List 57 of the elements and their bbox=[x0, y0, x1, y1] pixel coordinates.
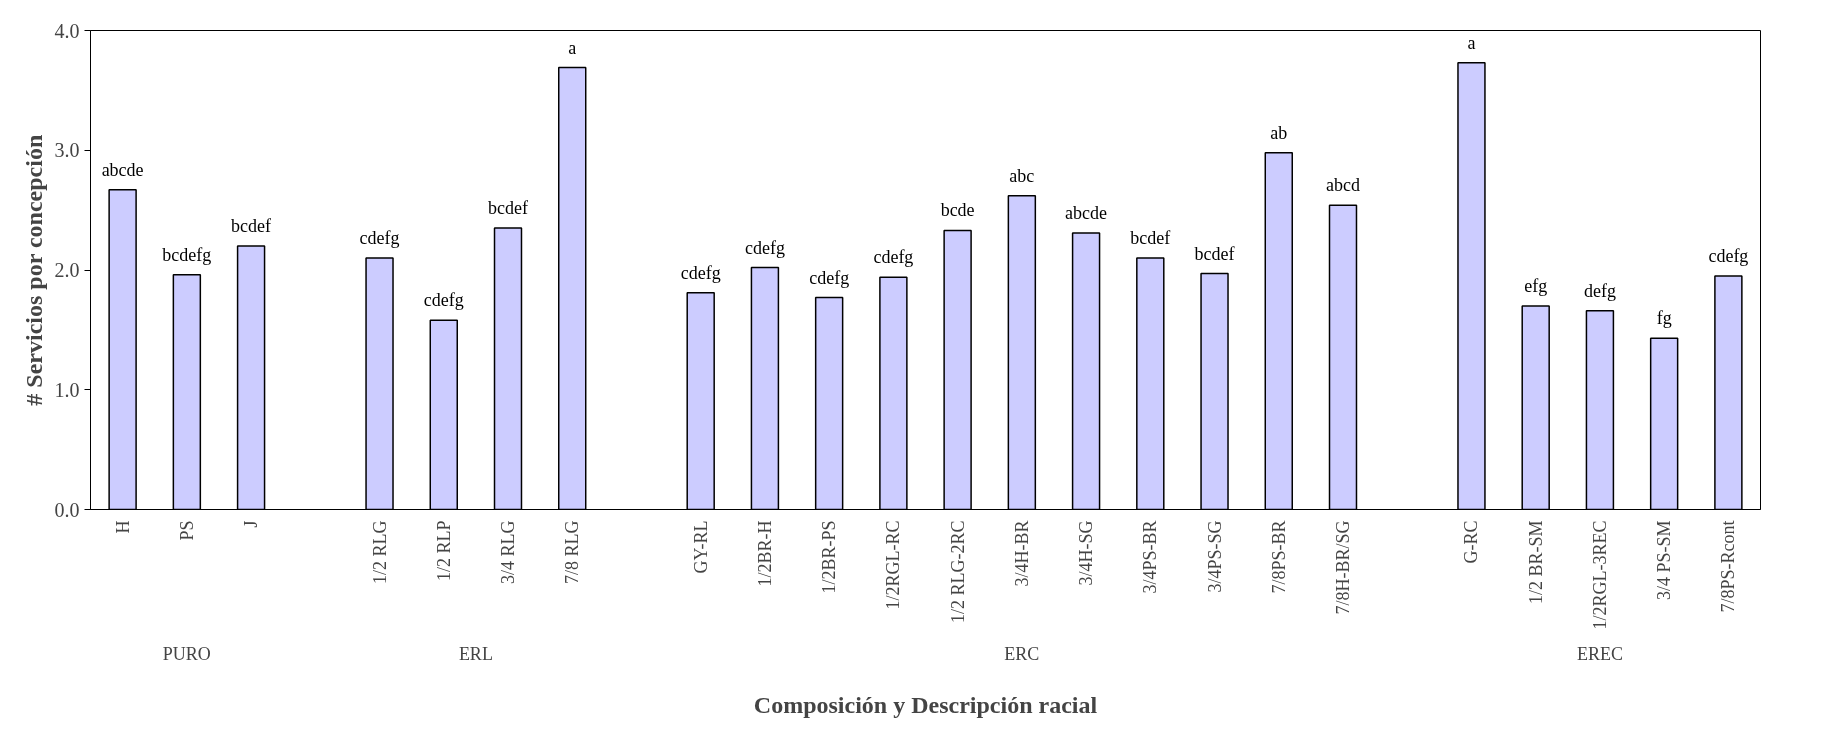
y-tick-label: 2.0 bbox=[54, 259, 80, 281]
x-tick-label: J bbox=[241, 520, 262, 528]
data-label: bcdef bbox=[231, 216, 272, 237]
x-tick-label: 1/2 BR-SM bbox=[1525, 520, 1546, 605]
data-label: a bbox=[1467, 32, 1476, 53]
x-tick-label: 1/2BR-PS bbox=[819, 520, 840, 594]
data-label: cdefg bbox=[359, 228, 400, 249]
x-tick-label: 7/8H-BR/SG bbox=[1333, 520, 1353, 615]
y-tick-label: 1.0 bbox=[54, 378, 80, 401]
data-label: abcde bbox=[101, 159, 144, 180]
x-tick-label: 7/8 RLG bbox=[562, 520, 583, 584]
x-tick-label: 1/2 RLG bbox=[369, 520, 390, 584]
data-label: cdefg bbox=[809, 267, 850, 288]
x-tick-label: H bbox=[112, 520, 133, 534]
x-tick-label: PS bbox=[176, 520, 197, 541]
data-label: a bbox=[568, 37, 577, 58]
data-label: efg bbox=[1524, 275, 1548, 296]
x-tick-label: 3/4H-BR bbox=[1011, 520, 1032, 587]
data-label: abcd bbox=[1326, 175, 1360, 196]
x-axis-title: Composición y Descripción racial bbox=[753, 691, 1098, 718]
data-label: bcde bbox=[940, 200, 975, 221]
data-label: cdefg bbox=[423, 290, 464, 311]
text: EREC bbox=[1576, 643, 1623, 664]
text: ERC bbox=[1004, 643, 1040, 664]
data-label: cdefg bbox=[744, 237, 785, 258]
data-label: bcdef bbox=[1130, 228, 1171, 249]
data-label: fg bbox=[1656, 308, 1672, 329]
x-tick-label: 1/2 RLG-2RC bbox=[947, 520, 968, 624]
x-tick-label: 1/2RGL-3REC bbox=[1589, 520, 1610, 630]
x-tick-label: G-RC bbox=[1461, 520, 1482, 564]
data-label: abcde bbox=[1065, 202, 1108, 223]
x-tick-label: 1/2 RLP bbox=[433, 520, 454, 582]
x-tick-label: 3/4H-SG bbox=[1076, 520, 1097, 586]
y-tick-label: 4.0 bbox=[54, 19, 80, 42]
y-tick-label: 3.0 bbox=[54, 139, 80, 162]
x-tick-label: GY-RL bbox=[690, 520, 711, 574]
y-tick-label: 0.0 bbox=[54, 498, 80, 521]
data-label: cdefg bbox=[1708, 245, 1749, 266]
x-tick-label: 1/2RGL-RC bbox=[883, 520, 904, 610]
data-label: ab bbox=[1270, 122, 1288, 143]
y-axis-title: # Servicios por concepción bbox=[20, 134, 47, 406]
x-tick-label: 3/4 PS-SM bbox=[1654, 520, 1675, 601]
data-label: cdefg bbox=[873, 247, 914, 268]
x-tick-label: 1/2BR-H bbox=[754, 520, 775, 587]
text: PURO bbox=[162, 643, 211, 664]
x-tick-label: 3/4PS-BR bbox=[1140, 520, 1161, 594]
x-tick-label: 7/8PS-Rcont bbox=[1718, 520, 1739, 613]
data-label: abc bbox=[1009, 165, 1035, 186]
x-tick-label: 7/8PS-BR bbox=[1268, 520, 1289, 594]
data-label: cdefg bbox=[680, 262, 721, 283]
x-tick-label: 3/4 RLG bbox=[498, 520, 518, 584]
data-label: defg bbox=[1583, 280, 1616, 301]
text: ERL bbox=[458, 643, 493, 664]
data-label: bcdef bbox=[488, 198, 528, 219]
x-tick-label: 3/4PS-SG bbox=[1204, 520, 1225, 593]
data-label: bcdefg bbox=[162, 244, 212, 265]
data-label: bcdef bbox=[1194, 243, 1235, 264]
